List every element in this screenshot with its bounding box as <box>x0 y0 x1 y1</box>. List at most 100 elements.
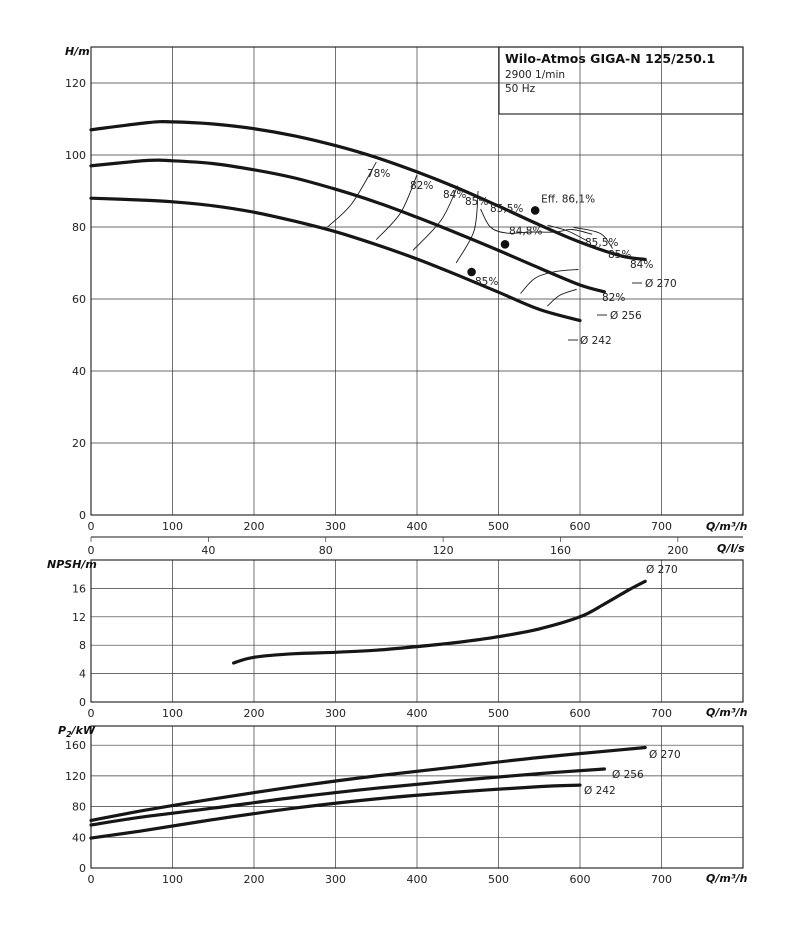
power-y-tick-label: 160 <box>65 739 86 752</box>
npsh-y-tick-label: 12 <box>72 611 86 624</box>
power-x-tick-label: 200 <box>244 873 265 886</box>
npsh-x-tick-label: 300 <box>325 707 346 720</box>
qls-tick-label: 0 <box>88 544 95 557</box>
head-iso-efficiency-line <box>327 161 377 228</box>
power-y-tick-label: 120 <box>65 770 86 783</box>
head-efficiency-label: 78% <box>367 168 390 180</box>
power-y-tick-label: 80 <box>72 801 86 814</box>
head-efficiency-label: 84% <box>630 259 653 271</box>
head-y-tick-label: 120 <box>65 77 86 90</box>
head-series-line <box>89 196 582 323</box>
head-duty-point-label: 84,8% <box>509 225 542 237</box>
power-x-tick-label: 700 <box>651 873 672 886</box>
head-iso-efficiency-line <box>412 185 459 251</box>
head-series-line <box>89 158 606 294</box>
head-x-tick-label: 100 <box>162 520 183 533</box>
power-series-label: Ø 256 <box>612 769 644 781</box>
head-duty-point <box>467 267 476 277</box>
qls-tick-label: 160 <box>550 544 571 557</box>
head-efficiency-label: 84% <box>443 189 466 201</box>
p2-axis-sub: 2 <box>66 730 72 739</box>
head-diameter-label: Ø 242 <box>580 335 612 347</box>
chart-speed: 2900 1/min <box>505 69 565 81</box>
q-axis-label-head: Q/m³/h <box>706 520 748 533</box>
npsh-y-tick-label: 16 <box>72 582 86 595</box>
head-duty-point <box>530 206 540 215</box>
head-series-line <box>89 120 647 261</box>
qls-tick-label: 120 <box>433 544 454 557</box>
head-x-tick-label: 400 <box>407 520 428 533</box>
head-duty-point-label: Eff. 86,1% <box>541 193 595 205</box>
npsh-x-tick-label: 700 <box>651 707 672 720</box>
npsh-x-tick-label: 100 <box>162 707 183 720</box>
npsh-frame <box>90 559 744 703</box>
power-x-tick-label: 300 <box>325 873 346 886</box>
p2-axis-unit: /kW <box>70 724 96 737</box>
npsh-y-tick-label: 8 <box>79 639 86 652</box>
p2-axis-label: P2/kW <box>58 724 96 739</box>
h-axis-label: H/m <box>65 45 90 58</box>
head-x-tick-label: 200 <box>244 520 265 533</box>
power-x-tick-label: 400 <box>407 873 428 886</box>
head-y-tick-label: 0 <box>79 509 86 522</box>
head-efficiency-label: 82% <box>410 180 433 192</box>
head-x-tick-label: 0 <box>88 520 95 533</box>
head-iso-efficiency-line <box>455 190 479 264</box>
q-axis-label-npsh: Q/m³/h <box>706 706 748 719</box>
power-x-tick-label: 0 <box>88 873 95 886</box>
npsh-x-tick-label: 500 <box>488 707 509 720</box>
p2-axis-main: P <box>58 724 66 737</box>
power-series-label: Ø 242 <box>584 785 616 797</box>
power-y-tick-label: 40 <box>72 831 86 844</box>
power-panel: 0 100 200 300 400 500 600 700 0 40 80 120 160 Ø 270 Ø … <box>65 725 744 886</box>
head-efficiency-label: 82% <box>602 292 625 304</box>
head-iso-efficiency-line <box>547 288 577 307</box>
flow-ls-axis: 0 40 80 120 160 200 <box>88 536 743 557</box>
power-y-tick-label: 0 <box>79 862 86 875</box>
head-x-tick-label: 500 <box>488 520 509 533</box>
npsh-x-tick-label: 600 <box>570 707 591 720</box>
head-iso-efficiency-line <box>520 269 579 294</box>
head-duty-point <box>500 239 510 249</box>
qls-tick-label: 40 <box>201 544 215 557</box>
npsh-x-tick-label: 200 <box>244 707 265 720</box>
head-x-tick-label: 600 <box>570 520 591 533</box>
head-iso-efficiency-line <box>573 226 613 249</box>
q-axis-label-power: Q/m³/h <box>706 872 748 885</box>
npsh-axis-label: NPSH/m <box>47 558 97 571</box>
qls-tick-label: 80 <box>319 544 333 557</box>
chart-frequency: 50 Hz <box>505 83 536 95</box>
head-y-tick-label: 100 <box>65 149 86 162</box>
head-y-tick-label: 20 <box>72 437 86 450</box>
power-x-tick-label: 500 <box>488 873 509 886</box>
qls-axis-label: Q/l/s <box>717 542 745 555</box>
head-diameter-label: Ø 270 <box>645 278 677 290</box>
head-efficiency-label: 85,5% <box>490 203 523 215</box>
power-x-tick-label: 600 <box>570 873 591 886</box>
head-x-tick-label: 700 <box>651 520 672 533</box>
npsh-series-line <box>232 579 647 665</box>
power-series-label: Ø 270 <box>649 749 681 761</box>
head-efficiency-label: 85% <box>465 196 488 208</box>
chart-title: Wilo-Atmos GIGA-N 125/250.1 <box>505 51 715 66</box>
power-series-line <box>89 783 582 840</box>
head-panel: 0 100 200 300 400 500 600 700 0 20 40 60 80 100 120 78%… <box>65 46 744 533</box>
head-y-tick-label: 40 <box>72 365 86 378</box>
npsh-x-tick-label: 400 <box>407 707 428 720</box>
head-x-tick-label: 300 <box>325 520 346 533</box>
head-frame <box>90 46 744 516</box>
head-efficiency-label: 85,5% <box>585 237 618 249</box>
power-x-tick-label: 100 <box>162 873 183 886</box>
npsh-panel: 0 100 200 300 400 500 600 700 0 4 8 12 16 Ø 270 <box>72 559 744 720</box>
power-series-line <box>89 745 647 822</box>
head-iso-efficiency-line <box>480 208 593 235</box>
npsh-y-tick-label: 0 <box>79 696 86 709</box>
head-efficiency-label: 85% <box>608 249 631 261</box>
npsh-series-label: Ø 270 <box>646 564 678 576</box>
power-frame <box>90 725 744 869</box>
head-iso-efficiency-line <box>547 224 589 242</box>
head-y-tick-label: 60 <box>72 293 86 306</box>
head-efficiency-label: 85% <box>475 276 498 288</box>
head-y-tick-label: 80 <box>72 221 86 234</box>
